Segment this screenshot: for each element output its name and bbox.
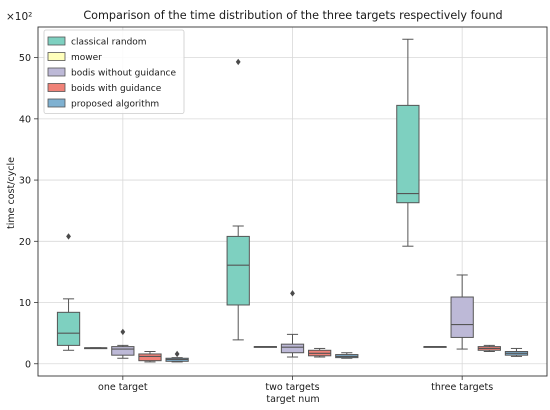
box-body bbox=[138, 353, 162, 362]
legend-label: classical random bbox=[71, 38, 147, 48]
outlier-marker bbox=[290, 290, 295, 297]
x-axis-label: target num bbox=[266, 394, 319, 405]
legend-swatch bbox=[47, 83, 66, 92]
box bbox=[450, 274, 474, 350]
box bbox=[253, 346, 277, 348]
y-tick-label: 20 bbox=[19, 237, 31, 248]
box-body bbox=[396, 104, 420, 204]
box-body bbox=[111, 346, 135, 356]
chart-title: Comparison of the time distribution of t… bbox=[83, 9, 502, 22]
box-group bbox=[56, 38, 529, 363]
plot-frame bbox=[37, 26, 548, 377]
box bbox=[111, 328, 135, 359]
x-tick-label: three targets bbox=[431, 382, 493, 393]
legend-swatch bbox=[47, 52, 66, 61]
axes: 0 10 20 30 40 50 one target two targets three ta… bbox=[19, 26, 548, 393]
y-tick-label: 50 bbox=[19, 53, 31, 64]
box bbox=[423, 346, 447, 348]
box bbox=[84, 347, 108, 350]
outlier-marker bbox=[120, 328, 126, 336]
outlier-marker bbox=[174, 350, 180, 358]
box bbox=[308, 347, 332, 358]
y-tick-label: 40 bbox=[19, 114, 31, 125]
box-body bbox=[226, 235, 250, 306]
y-tick-label: 0 bbox=[25, 359, 31, 370]
y-tick-label: 10 bbox=[19, 298, 31, 309]
box-body bbox=[450, 296, 474, 338]
box bbox=[335, 352, 359, 359]
box bbox=[138, 351, 162, 363]
box-body bbox=[56, 311, 81, 346]
y-axis-label: time cost/cycle bbox=[6, 157, 17, 229]
legend-label: boids with guidance bbox=[71, 84, 162, 94]
box bbox=[165, 350, 189, 363]
box bbox=[226, 58, 250, 341]
x-tick-label: one target bbox=[98, 382, 148, 393]
legend-frame bbox=[43, 29, 185, 114]
legend-swatch bbox=[47, 67, 66, 77]
box bbox=[396, 38, 420, 247]
legend-swatch bbox=[47, 36, 66, 46]
outlier-marker bbox=[235, 58, 241, 66]
x-tick-label: two targets bbox=[265, 382, 319, 393]
legend-swatch bbox=[47, 98, 66, 108]
legend-label: proposed algorithm bbox=[71, 100, 159, 110]
box bbox=[56, 233, 81, 351]
outlier-marker bbox=[66, 233, 71, 240]
legend-label: bodis without guidance bbox=[71, 69, 176, 79]
y-axis-multiplier: ×10² bbox=[6, 11, 32, 23]
box bbox=[280, 290, 305, 358]
legend: classical random mower bodis without guida… bbox=[43, 29, 185, 114]
box bbox=[504, 347, 529, 357]
y-tick-label: 30 bbox=[19, 176, 31, 187]
box bbox=[477, 344, 501, 353]
legend-label: mower bbox=[71, 53, 102, 63]
box-body bbox=[280, 343, 305, 354]
